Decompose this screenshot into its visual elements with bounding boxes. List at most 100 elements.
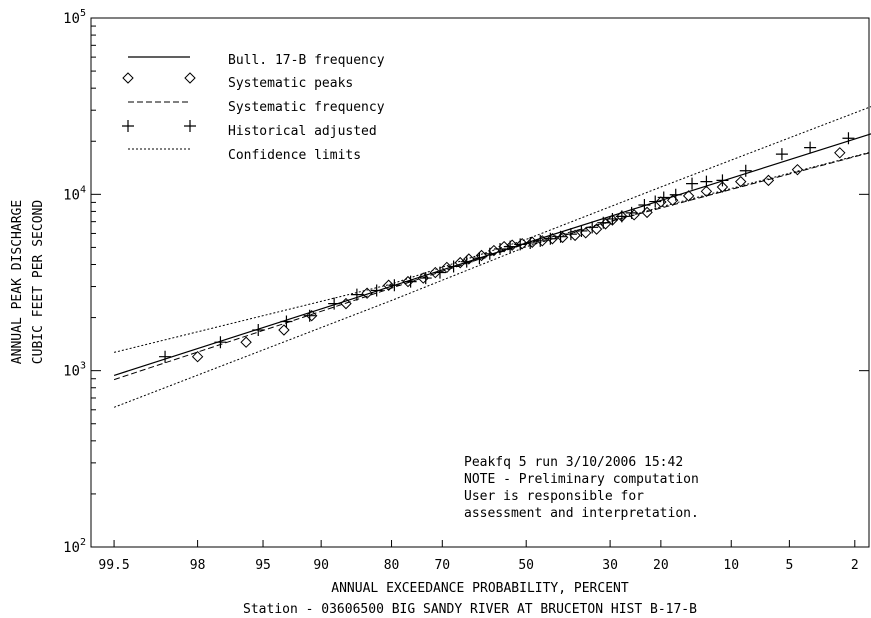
x-tick-label: 80 — [384, 558, 400, 573]
x-axis-ticks: 99.59895908070503020105210.50.2 — [98, 540, 859, 573]
y-axis-title-line-1: ANNUAL PEAK DISCHARGE — [10, 200, 25, 364]
systematic-peak-marker — [191, 350, 204, 363]
historical-adjusted-marker — [564, 228, 577, 241]
systematic-peak-marker — [590, 223, 603, 235]
historical-adjusted-marker — [597, 216, 610, 229]
run-note: Peakfq 5 run 3/10/2006 15:42 NOTE - Prel… — [464, 455, 699, 521]
historical-adjusted-marker — [370, 284, 383, 297]
systematic-peak-marker — [641, 206, 653, 219]
historical-adjusted-marker — [686, 177, 699, 190]
x-tick-label: 30 — [602, 558, 618, 573]
historical-adjusted-marker — [638, 198, 651, 211]
x-tick-label: 50 — [518, 558, 534, 573]
historical-adjusted-marker — [514, 238, 527, 251]
historical-adjusted-marker — [473, 252, 486, 265]
peak-markers — [159, 132, 855, 363]
historical-adjusted-marker — [649, 195, 662, 208]
y-axis-ticks: 102 103 104 105 — [63, 8, 869, 556]
systematic-peak-marker — [340, 297, 352, 310]
historical-adjusted-marker — [252, 324, 265, 337]
x-tick-label: 98 — [190, 558, 206, 573]
systematic-peak-marker — [606, 214, 619, 226]
historical-adjusted-marker — [504, 240, 517, 253]
y-tick-label: 104 — [63, 184, 86, 203]
note-line-2: NOTE - Preliminary computation — [464, 472, 699, 487]
historical-adjusted-marker — [494, 242, 507, 255]
y-tick-label: 103 — [63, 361, 86, 380]
note-line-3: User is responsible for — [464, 489, 644, 504]
historical-adjusted-marker — [447, 260, 460, 273]
plot-frame — [90, 17, 870, 548]
historical-adjusted-marker — [739, 164, 752, 177]
y-axis-title-line-2: CUBIC FEET PER SECOND — [31, 200, 46, 365]
historical-adjusted-marker — [159, 350, 172, 363]
systematic-peak-marker — [682, 190, 695, 202]
x-tick-label: 2 — [851, 558, 859, 573]
x-tick-label: 99.5 — [98, 558, 129, 573]
historical-adjusted-marker — [388, 279, 401, 292]
systematic-peak-marker — [791, 163, 804, 176]
y-tick-label: 105 — [63, 8, 86, 27]
systematic-peak-marker — [305, 309, 318, 322]
historical-adjusted-marker — [716, 174, 729, 187]
historical-adjusted-marker — [303, 309, 316, 322]
systematic-peak-marker — [382, 279, 395, 291]
legend-diamond-sample — [122, 72, 196, 84]
systematic-peak-marker — [441, 261, 453, 274]
systematic-peak-marker — [716, 181, 729, 193]
x-tick-label: 70 — [434, 558, 450, 573]
systematic-peak-marker — [417, 272, 429, 284]
systematic-peak-marker — [506, 239, 518, 251]
historical-adjusted-marker — [606, 212, 619, 225]
bull17b-curve — [113, 133, 871, 376]
legend: Bull. 17-B frequency Systematic peaks Sy… — [122, 53, 385, 163]
historical-adjusted-marker — [524, 236, 537, 249]
systematic-peak-marker — [463, 253, 475, 265]
legend-label-bull17b: Bull. 17-B frequency — [228, 53, 385, 68]
historical-adjusted-marker — [280, 315, 293, 328]
x-tick-label: 90 — [313, 558, 329, 573]
historical-adjusted-marker — [433, 266, 446, 279]
historical-adjusted-marker — [404, 275, 417, 288]
historical-adjusted-marker — [625, 206, 638, 219]
x-tick-label: 10 — [723, 558, 739, 573]
historical-adjusted-marker — [460, 255, 473, 268]
historical-adjusted-marker — [328, 297, 341, 310]
systematic-peak-marker — [429, 266, 442, 279]
historical-adjusted-marker — [700, 175, 713, 188]
systematic-peak-marker — [516, 237, 528, 250]
systematic-peak-marker — [735, 175, 747, 188]
historical-adjusted-marker — [544, 232, 557, 245]
legend-plus-sample — [122, 120, 196, 132]
chart-subtitle: Station - 03606500 BIG SANDY RIVER AT BR… — [243, 602, 697, 617]
confidence-limit-curve — [113, 151, 871, 408]
historical-adjusted-marker — [804, 141, 817, 154]
historical-adjusted-marker — [615, 210, 628, 223]
historical-adjusted-marker — [775, 148, 788, 161]
note-line-4: assessment and interpretation. — [464, 506, 699, 521]
x-tick-label: 5 — [785, 558, 793, 573]
confidence-limit-curve — [113, 106, 871, 353]
historical-adjusted-marker — [842, 132, 855, 145]
x-axis-title: ANNUAL EXCEEDANCE PROBABILITY, PERCENT — [331, 581, 629, 596]
historical-adjusted-marker — [575, 224, 588, 237]
historical-adjusted-marker — [669, 188, 682, 201]
systematic-peak-marker — [556, 231, 569, 244]
systematic-peak-marker — [700, 185, 713, 198]
legend-label-systematic-frequency: Systematic frequency — [228, 100, 385, 115]
legend-label-historical-adjusted: Historical adjusted — [228, 124, 377, 139]
systematic-peak-marker — [454, 256, 466, 269]
x-tick-label: 20 — [653, 558, 669, 573]
historical-adjusted-marker — [534, 234, 547, 247]
x-tick-label: 95 — [255, 558, 271, 573]
systematic-peak-marker — [278, 324, 290, 336]
historical-adjusted-marker — [214, 336, 227, 349]
historical-adjusted-marker — [483, 247, 496, 260]
historical-adjusted-marker — [657, 191, 670, 204]
historical-adjusted-marker — [419, 272, 432, 285]
systematic-peak-marker — [361, 287, 373, 299]
systematic-peak-marker — [402, 275, 414, 288]
historical-adjusted-marker — [554, 230, 567, 243]
historical-adjusted-marker — [350, 288, 363, 301]
